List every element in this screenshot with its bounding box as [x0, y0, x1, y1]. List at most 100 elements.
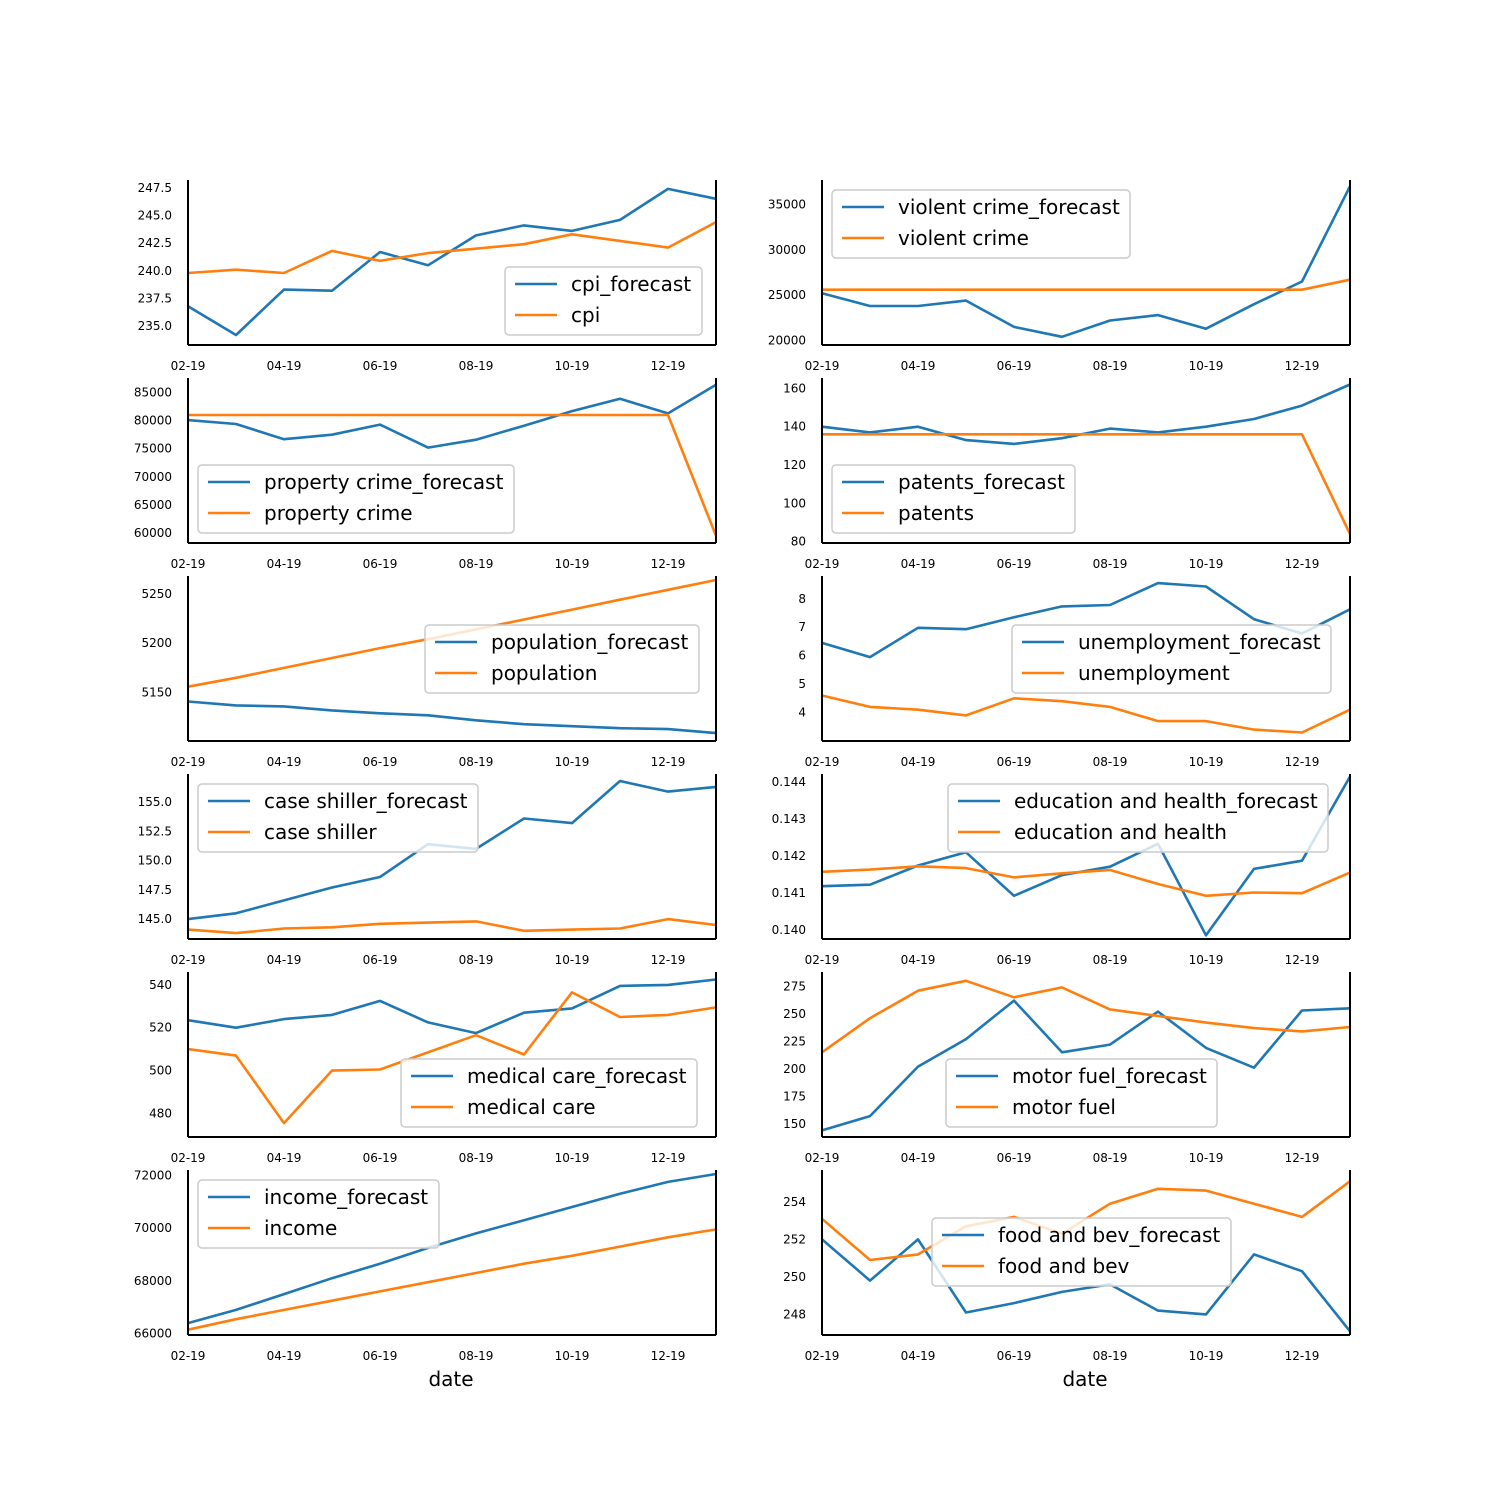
legend-box [947, 783, 1329, 853]
y-tick-label: 500 [149, 1064, 172, 1078]
legend-label: violent crime_forecast [898, 195, 1120, 219]
x-tick-label: 08-19 [1093, 557, 1128, 571]
y-tick-label: 254 [783, 1195, 806, 1209]
x-tick-label: 04-19 [267, 1349, 302, 1363]
y-tick-label: 245.0 [138, 208, 172, 222]
x-tick-label: 06-19 [363, 557, 398, 571]
x-tick-label: 02-19 [805, 359, 840, 373]
x-tick-label: 12-19 [1285, 359, 1320, 373]
legend-label: unemployment_forecast [1078, 630, 1321, 654]
x-tick-label: 06-19 [997, 953, 1032, 967]
series-line-forecast [187, 1172, 717, 1325]
y-tick-label: 85000 [134, 386, 172, 400]
x-tick-label: 08-19 [459, 1349, 494, 1363]
legend-label: case shiller [264, 820, 377, 844]
y-tick-label: 250 [783, 1270, 806, 1284]
legend-label: cpi_forecast [571, 272, 691, 296]
y-tick-label: 68000 [134, 1274, 172, 1288]
y-tick-label: 5250 [141, 587, 172, 601]
panel-9: 480 500 520 540 02-19 04-19 06-19 08-19 10-19 12-… [149, 972, 717, 1165]
y-tick-label: 5200 [141, 636, 172, 650]
legend-label: population [491, 661, 597, 685]
legend-label: income_forecast [264, 1185, 428, 1209]
x-tick-label: 08-19 [459, 755, 494, 769]
x-tick-label: 08-19 [459, 359, 494, 373]
legend-box [831, 464, 1076, 534]
legend-label: medical care [467, 1095, 596, 1119]
series-line-actual [821, 864, 1351, 898]
y-tick-label: 75000 [134, 442, 172, 456]
y-tick-label: 0.141 [772, 886, 806, 900]
y-tick-label: 66000 [134, 1327, 172, 1341]
y-tick-label: 155.0 [138, 795, 172, 809]
x-tick-label: 06-19 [363, 1349, 398, 1363]
y-tick-label: 4 [798, 706, 806, 720]
y-tick-label: 8 [798, 592, 806, 606]
y-tick-label: 248 [783, 1307, 806, 1321]
legend-label: cpi [571, 303, 600, 327]
x-tick-label: 08-19 [1093, 755, 1128, 769]
x-tick-label: 06-19 [997, 1151, 1032, 1165]
x-tick-label: 02-19 [171, 359, 206, 373]
x-tick-label: 12-19 [651, 557, 686, 571]
x-tick-label: 10-19 [1189, 755, 1224, 769]
panel-4: 80 100 120 140 160 02-19 04-19 06-19 08-19 10-19 1… [783, 378, 1352, 571]
y-tick-label: 5 [798, 677, 806, 691]
x-tick-label: 12-19 [1285, 557, 1320, 571]
legend-box [945, 1058, 1218, 1128]
panel-2: 20000 25000 30000 35000 02-19 04-19 06-19 08-19… [768, 180, 1352, 373]
x-tick-label: 06-19 [363, 359, 398, 373]
x-tick-label: 10-19 [555, 755, 590, 769]
y-tick-label: 145.0 [138, 912, 172, 926]
x-tick-label: 10-19 [1189, 1349, 1224, 1363]
x-tick-label: 10-19 [1189, 557, 1224, 571]
x-tick-label: 12-19 [1285, 953, 1320, 967]
y-tick-label: 25000 [768, 288, 806, 302]
x-tick-label: 12-19 [651, 1151, 686, 1165]
series-line-actual [821, 979, 1351, 1054]
series-line-actual [187, 1228, 717, 1331]
y-tick-label: 30000 [768, 243, 806, 257]
x-tick-label: 02-19 [171, 1349, 206, 1363]
legend-label: patents [898, 501, 974, 525]
x-tick-label: 06-19 [997, 557, 1032, 571]
legend-label: education and health_forecast [1014, 789, 1318, 813]
y-tick-label: 275 [783, 979, 806, 993]
x-tick-label: 02-19 [805, 557, 840, 571]
series-line-forecast [187, 700, 717, 735]
legend-label: population_forecast [491, 630, 688, 654]
x-axis-label-left: date [428, 1367, 473, 1391]
series-line-forecast [821, 1238, 1352, 1333]
panel-11: 66000 68000 70000 72000 02-19 04-19 06-19 08-19… [134, 1168, 717, 1363]
legend-label: property crime_forecast [264, 470, 504, 494]
x-tick-label: 06-19 [997, 1349, 1032, 1363]
legend: property crime_forecast property crime [197, 464, 515, 534]
x-tick-label: 08-19 [1093, 359, 1128, 373]
y-tick-label: 6 [798, 649, 806, 663]
legend-box [931, 1217, 1232, 1287]
x-tick-label: 02-19 [171, 1151, 206, 1165]
y-tick-label: 237.5 [138, 291, 172, 305]
x-tick-label: 12-19 [651, 359, 686, 373]
y-tick-label: 60000 [134, 526, 172, 540]
legend-label: patents_forecast [898, 470, 1065, 494]
x-tick-label: 02-19 [171, 953, 206, 967]
y-tick-label: 235.0 [138, 319, 172, 333]
x-tick-label: 12-19 [651, 1349, 686, 1363]
panel-10: 150 175 200 225 250 275 02-19 04-19 06-19 08-19 10… [783, 972, 1351, 1165]
series-line-actual [187, 991, 717, 1125]
y-tick-label: 147.5 [138, 883, 172, 897]
series-line-forecast [821, 581, 1351, 659]
x-tick-label: 08-19 [459, 953, 494, 967]
x-tick-label: 04-19 [901, 1349, 936, 1363]
x-tick-label: 04-19 [267, 755, 302, 769]
y-tick-label: 150.0 [138, 854, 172, 868]
y-tick-label: 252 [783, 1232, 806, 1246]
legend-box [424, 624, 700, 694]
x-tick-label: 10-19 [1189, 1151, 1224, 1165]
y-tick-label: 175 [783, 1089, 806, 1103]
x-tick-label: 08-19 [459, 557, 494, 571]
